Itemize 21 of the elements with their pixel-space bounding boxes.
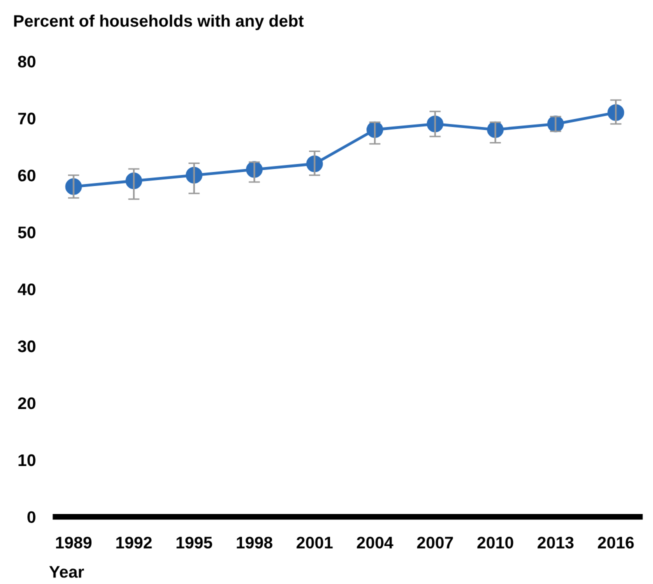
x-tick-label: 2001	[296, 536, 333, 549]
y-tick-label: 60	[18, 170, 36, 182]
y-tick-label: 70	[18, 112, 36, 124]
y-tick-label: 10	[18, 454, 36, 466]
y-axis-title: Percent of households with any debt	[14, 14, 304, 30]
x-tick-label: 2004	[356, 536, 394, 549]
y-tick-label: 50	[18, 226, 36, 238]
y-tick-label: 0	[27, 511, 36, 524]
x-tick-label: 1989	[56, 536, 92, 549]
y-tick-label: 20	[18, 397, 36, 410]
x-tick-label: 2016	[598, 536, 634, 549]
x-tick-label: 2010	[477, 536, 514, 549]
x-tick-label: 2013	[538, 536, 574, 549]
x-tick-label: 1992	[116, 536, 152, 549]
x-tick-label: 1998	[236, 536, 272, 549]
y-tick-label: 30	[18, 340, 36, 352]
x-tick-label: 2007	[417, 536, 453, 549]
x-axis-title: Year	[49, 566, 84, 578]
y-tick-label: 80	[18, 56, 36, 68]
y-tick-label: 40	[18, 283, 36, 296]
x-tick-label: 1995	[176, 536, 212, 549]
